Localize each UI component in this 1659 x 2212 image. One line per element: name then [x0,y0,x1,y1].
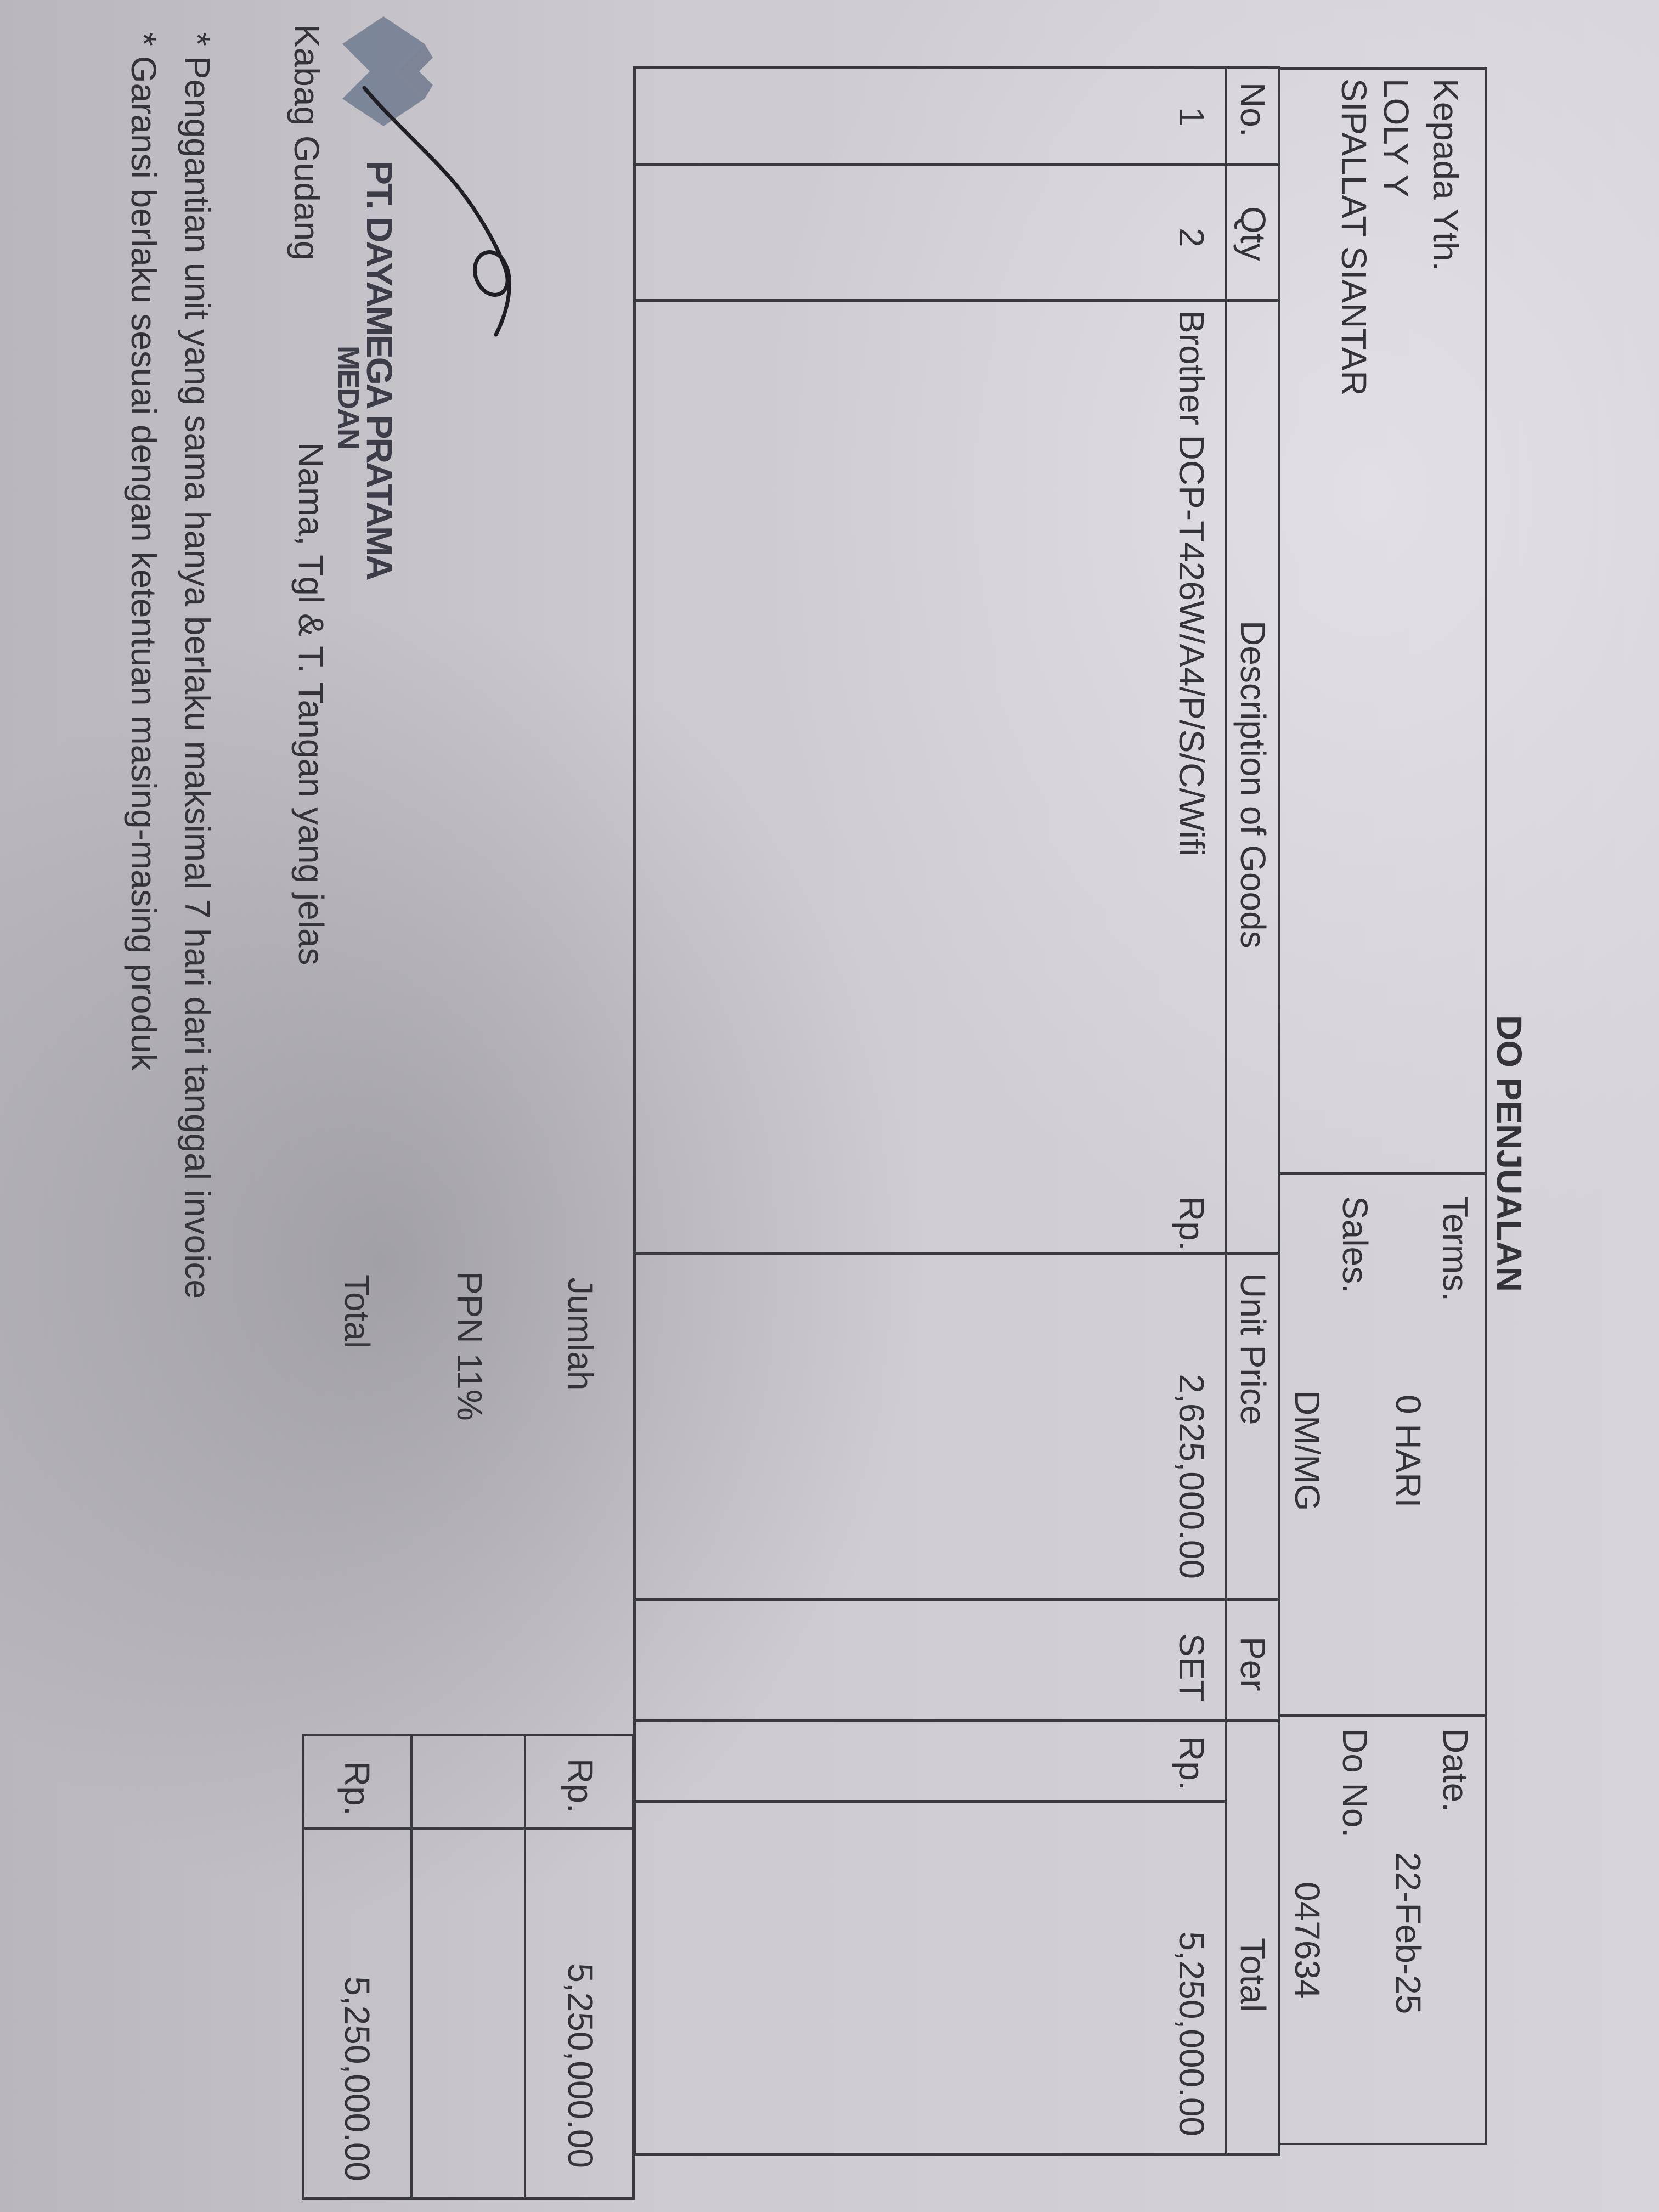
recipient-location: SIPALLAT SIANTAR [1334,78,1374,396]
column-header-total: Total [1233,1938,1273,2012]
header-divider [1280,1172,1487,1175]
signature-instruction: Nama, Tgl & T. Tangan yang jelas [291,442,331,966]
recipient-name: LOLY Y [1376,78,1416,198]
row-per: SET [1172,1633,1211,1702]
terms-label: Terms. [1436,1196,1475,1301]
sales-value: DM/MG [1288,1390,1327,1511]
row-unit-price-currency: Rp. [1172,1196,1211,1251]
company-logo-icon [342,16,433,126]
column-divider [635,1800,1227,1803]
header-box [1278,67,1487,2145]
date-value: 22-Feb-25 [1389,1852,1428,2015]
ppn-label: PPN 11% [450,1271,489,1421]
document-title: DO PENJUALAN [1489,1015,1529,1292]
total-label: Total [337,1274,377,1349]
column-header-unit-price: Unit Price [1233,1273,1273,1425]
column-header-per: Per [1233,1637,1273,1691]
row-total: 5,250,000.00 [1172,1931,1211,2136]
row-unit-price: 2,625,000.00 [1172,1374,1211,1579]
do-no-value: 047634 [1288,1882,1327,1999]
column-header-qty: Qty [1233,206,1273,261]
jumlah-value: 5,250,000.00 [561,1963,600,2168]
header-divider [1280,1714,1487,1717]
jumlah-currency: Rp. [561,1758,600,1813]
company-stamp-city: MEDAN [332,346,365,449]
column-divider [635,163,1280,166]
summary-divider [302,1827,635,1830]
row-description: Brother DCP-T426W/A4/P/S/C/Wifi [1172,310,1211,856]
row-total-currency: Rp. [1172,1736,1211,1791]
recipient-label: Kepada Yth. [1426,78,1465,272]
note-item: * Penggantian unit yang sama hanya berla… [178,32,217,1299]
terms-value: 0 HARI [1389,1395,1428,1508]
column-divider [635,299,1280,302]
do-no-label: Do No. [1335,1728,1375,1838]
jumlah-label: Jumlah [561,1277,600,1391]
row-no: 1 [1172,107,1211,127]
column-header-divider [1225,66,1227,2156]
sales-label: Sales. [1335,1196,1375,1294]
signature-icon [362,86,511,337]
total-currency: Rp. [337,1761,377,1816]
summary-divider [410,1734,413,2200]
row-qty: 2 [1172,228,1211,247]
summary-divider [524,1734,526,2200]
column-divider [635,1598,1280,1601]
note-item: * Garansi berlaku sesuai dengan ketentua… [124,32,163,1071]
column-divider [635,1252,1280,1255]
total-value: 5,250,000.00 [337,1976,377,2181]
column-header-description: Description of Goods [1233,620,1273,949]
column-header-no: No. [1233,82,1273,137]
signer-role: Kabag Gudang [287,24,326,261]
column-divider [635,1719,1280,1722]
date-label: Date. [1436,1728,1475,1812]
company-stamp-name: PT. DAYAMEGA PRATAMA [359,161,400,579]
